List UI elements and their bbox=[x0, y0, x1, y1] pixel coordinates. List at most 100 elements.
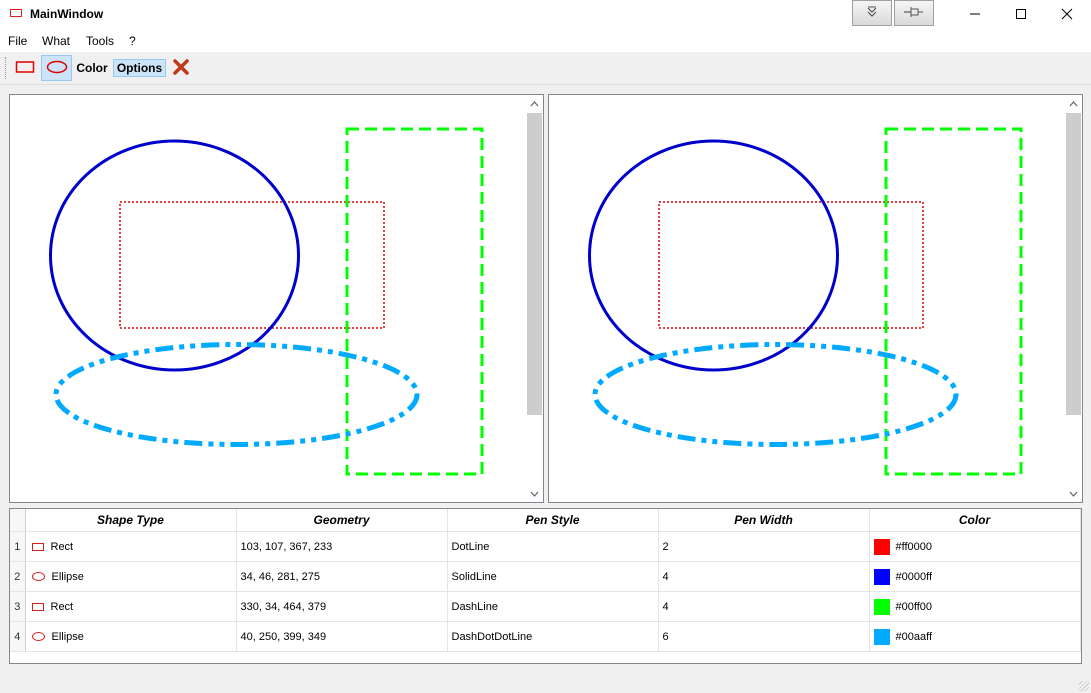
color-text: #0000ff bbox=[895, 570, 933, 583]
cell-pen-style[interactable]: DotLine bbox=[447, 531, 659, 562]
table-row[interactable]: 4 Ellipse 40, 250, 399, 349 DashDotDotLi… bbox=[10, 621, 1081, 652]
row-header[interactable]: 1 bbox=[10, 531, 26, 562]
scroll-up-icon[interactable] bbox=[1065, 95, 1082, 112]
cell-pen-width[interactable]: 6 bbox=[658, 621, 870, 652]
cell-geometry[interactable]: 103, 107, 367, 233 bbox=[236, 531, 448, 562]
menu-bar: File What Tools ? bbox=[0, 30, 1091, 52]
shape-type-text: Ellipse bbox=[51, 570, 84, 583]
ellipse-icon bbox=[31, 632, 45, 642]
table-row[interactable]: 1 Rect 103, 107, 367, 233 DotLine 2 #ff0… bbox=[10, 531, 1081, 562]
cell-shape-type[interactable]: Rect bbox=[25, 531, 237, 562]
color-swatch bbox=[873, 598, 890, 615]
left-vertical-scrollbar[interactable] bbox=[526, 95, 543, 502]
ellipse-icon bbox=[46, 60, 68, 77]
header-pen-width[interactable]: Pen Width bbox=[658, 509, 870, 532]
header-geometry[interactable]: Geometry bbox=[236, 509, 448, 532]
shape-type-text: Rect bbox=[50, 540, 74, 553]
cell-pen-width[interactable]: 2 bbox=[658, 531, 870, 562]
shape-ellipse-blue bbox=[49, 139, 300, 372]
scroll-down-icon[interactable] bbox=[526, 485, 543, 502]
title-bar: MainWindow bbox=[0, 0, 1091, 30]
cell-pen-style[interactable]: DashLine bbox=[447, 591, 659, 622]
close-button[interactable] bbox=[1044, 0, 1090, 30]
options-button[interactable]: Options bbox=[113, 59, 166, 77]
window-title: MainWindow bbox=[30, 7, 104, 21]
delete-button[interactable] bbox=[169, 55, 193, 81]
toolbar-grip[interactable] bbox=[5, 57, 8, 79]
pin-icon bbox=[903, 6, 925, 21]
color-label: Color bbox=[76, 61, 108, 75]
cell-shape-type[interactable]: Ellipse bbox=[25, 561, 237, 592]
shape-rect-red bbox=[119, 201, 385, 329]
shape-ellipse-blue bbox=[588, 139, 839, 372]
shape-rect-green bbox=[884, 127, 1023, 476]
cell-geometry[interactable]: 40, 250, 399, 349 bbox=[236, 621, 448, 652]
rectangle-icon bbox=[15, 60, 35, 77]
shape-rect-green bbox=[345, 127, 484, 476]
menu-help[interactable]: ? bbox=[129, 34, 136, 48]
shape-ellipse-lightblue bbox=[53, 342, 420, 447]
color-swatch bbox=[873, 538, 890, 555]
color-swatch bbox=[873, 568, 890, 585]
left-scroll-thumb[interactable] bbox=[527, 113, 542, 415]
color-swatch bbox=[873, 628, 890, 645]
shape-ellipse-lightblue bbox=[592, 342, 959, 447]
left-canvas[interactable] bbox=[10, 95, 525, 502]
color-text: #00aaff bbox=[895, 630, 933, 643]
shapes-table[interactable]: Shape Type Geometry Pen Style Pen Width … bbox=[9, 508, 1082, 664]
minimize-button[interactable] bbox=[952, 0, 998, 30]
maximize-icon bbox=[1015, 8, 1027, 23]
color-button[interactable]: Color bbox=[75, 55, 109, 81]
rectangle-icon bbox=[31, 602, 44, 611]
cell-shape-type[interactable]: Rect bbox=[25, 591, 237, 622]
cell-geometry[interactable]: 330, 34, 464, 379 bbox=[236, 591, 448, 622]
header-shape-type[interactable]: Shape Type bbox=[25, 509, 237, 532]
toolbar: Color Options bbox=[0, 52, 1091, 85]
row-header[interactable]: 4 bbox=[10, 621, 26, 652]
header-pen-style[interactable]: Pen Style bbox=[447, 509, 659, 532]
color-text: #ff0000 bbox=[895, 540, 933, 553]
shape-type-text: Ellipse bbox=[51, 630, 84, 643]
cell-color[interactable]: #ff0000 bbox=[869, 531, 1081, 562]
app-icon bbox=[10, 9, 22, 17]
ellipse-tool-button[interactable] bbox=[41, 55, 72, 81]
table-row[interactable]: 2 Ellipse 34, 46, 281, 275 SolidLine 4 #… bbox=[10, 561, 1081, 592]
ellipse-icon bbox=[31, 572, 45, 582]
maximize-button[interactable] bbox=[998, 0, 1044, 30]
table-row[interactable]: 3 Rect 330, 34, 464, 379 DashLine 4 #00f… bbox=[10, 591, 1081, 622]
cell-shape-type[interactable]: Ellipse bbox=[25, 621, 237, 652]
resize-grip[interactable] bbox=[1079, 681, 1089, 691]
dock-button[interactable] bbox=[852, 0, 892, 26]
table-corner[interactable] bbox=[10, 509, 26, 532]
left-graphics-view[interactable] bbox=[9, 94, 544, 503]
dock-icon bbox=[865, 6, 879, 21]
cell-color[interactable]: #00aaff bbox=[869, 621, 1081, 652]
cell-pen-width[interactable]: 4 bbox=[658, 561, 870, 592]
minimize-icon bbox=[969, 8, 981, 23]
pin-button[interactable] bbox=[894, 0, 934, 26]
shape-rect-red bbox=[658, 201, 924, 329]
scroll-down-icon[interactable] bbox=[1065, 485, 1082, 502]
right-graphics-view[interactable] bbox=[548, 94, 1083, 503]
cell-geometry[interactable]: 34, 46, 281, 275 bbox=[236, 561, 448, 592]
menu-what[interactable]: What bbox=[42, 34, 71, 48]
options-label: Options bbox=[116, 61, 163, 75]
cell-color[interactable]: #00ff00 bbox=[869, 591, 1081, 622]
scroll-up-icon[interactable] bbox=[526, 95, 543, 112]
row-header[interactable]: 3 bbox=[10, 591, 26, 622]
cell-pen-style[interactable]: SolidLine bbox=[447, 561, 659, 592]
delete-x-icon bbox=[172, 58, 190, 79]
right-vertical-scrollbar[interactable] bbox=[1065, 95, 1082, 502]
menu-tools[interactable]: Tools bbox=[86, 34, 115, 48]
cell-pen-style[interactable]: DashDotDotLine bbox=[447, 621, 659, 652]
menu-file[interactable]: File bbox=[8, 34, 28, 48]
row-header[interactable]: 2 bbox=[10, 561, 26, 592]
cell-color[interactable]: #0000ff bbox=[869, 561, 1081, 592]
right-scroll-thumb[interactable] bbox=[1066, 113, 1081, 415]
right-canvas[interactable] bbox=[549, 95, 1064, 502]
cell-pen-width[interactable]: 4 bbox=[658, 591, 870, 622]
rect-tool-button[interactable] bbox=[11, 55, 39, 81]
shape-type-text: Rect bbox=[50, 600, 74, 613]
header-color[interactable]: Color bbox=[869, 509, 1081, 532]
close-icon bbox=[1061, 8, 1073, 23]
